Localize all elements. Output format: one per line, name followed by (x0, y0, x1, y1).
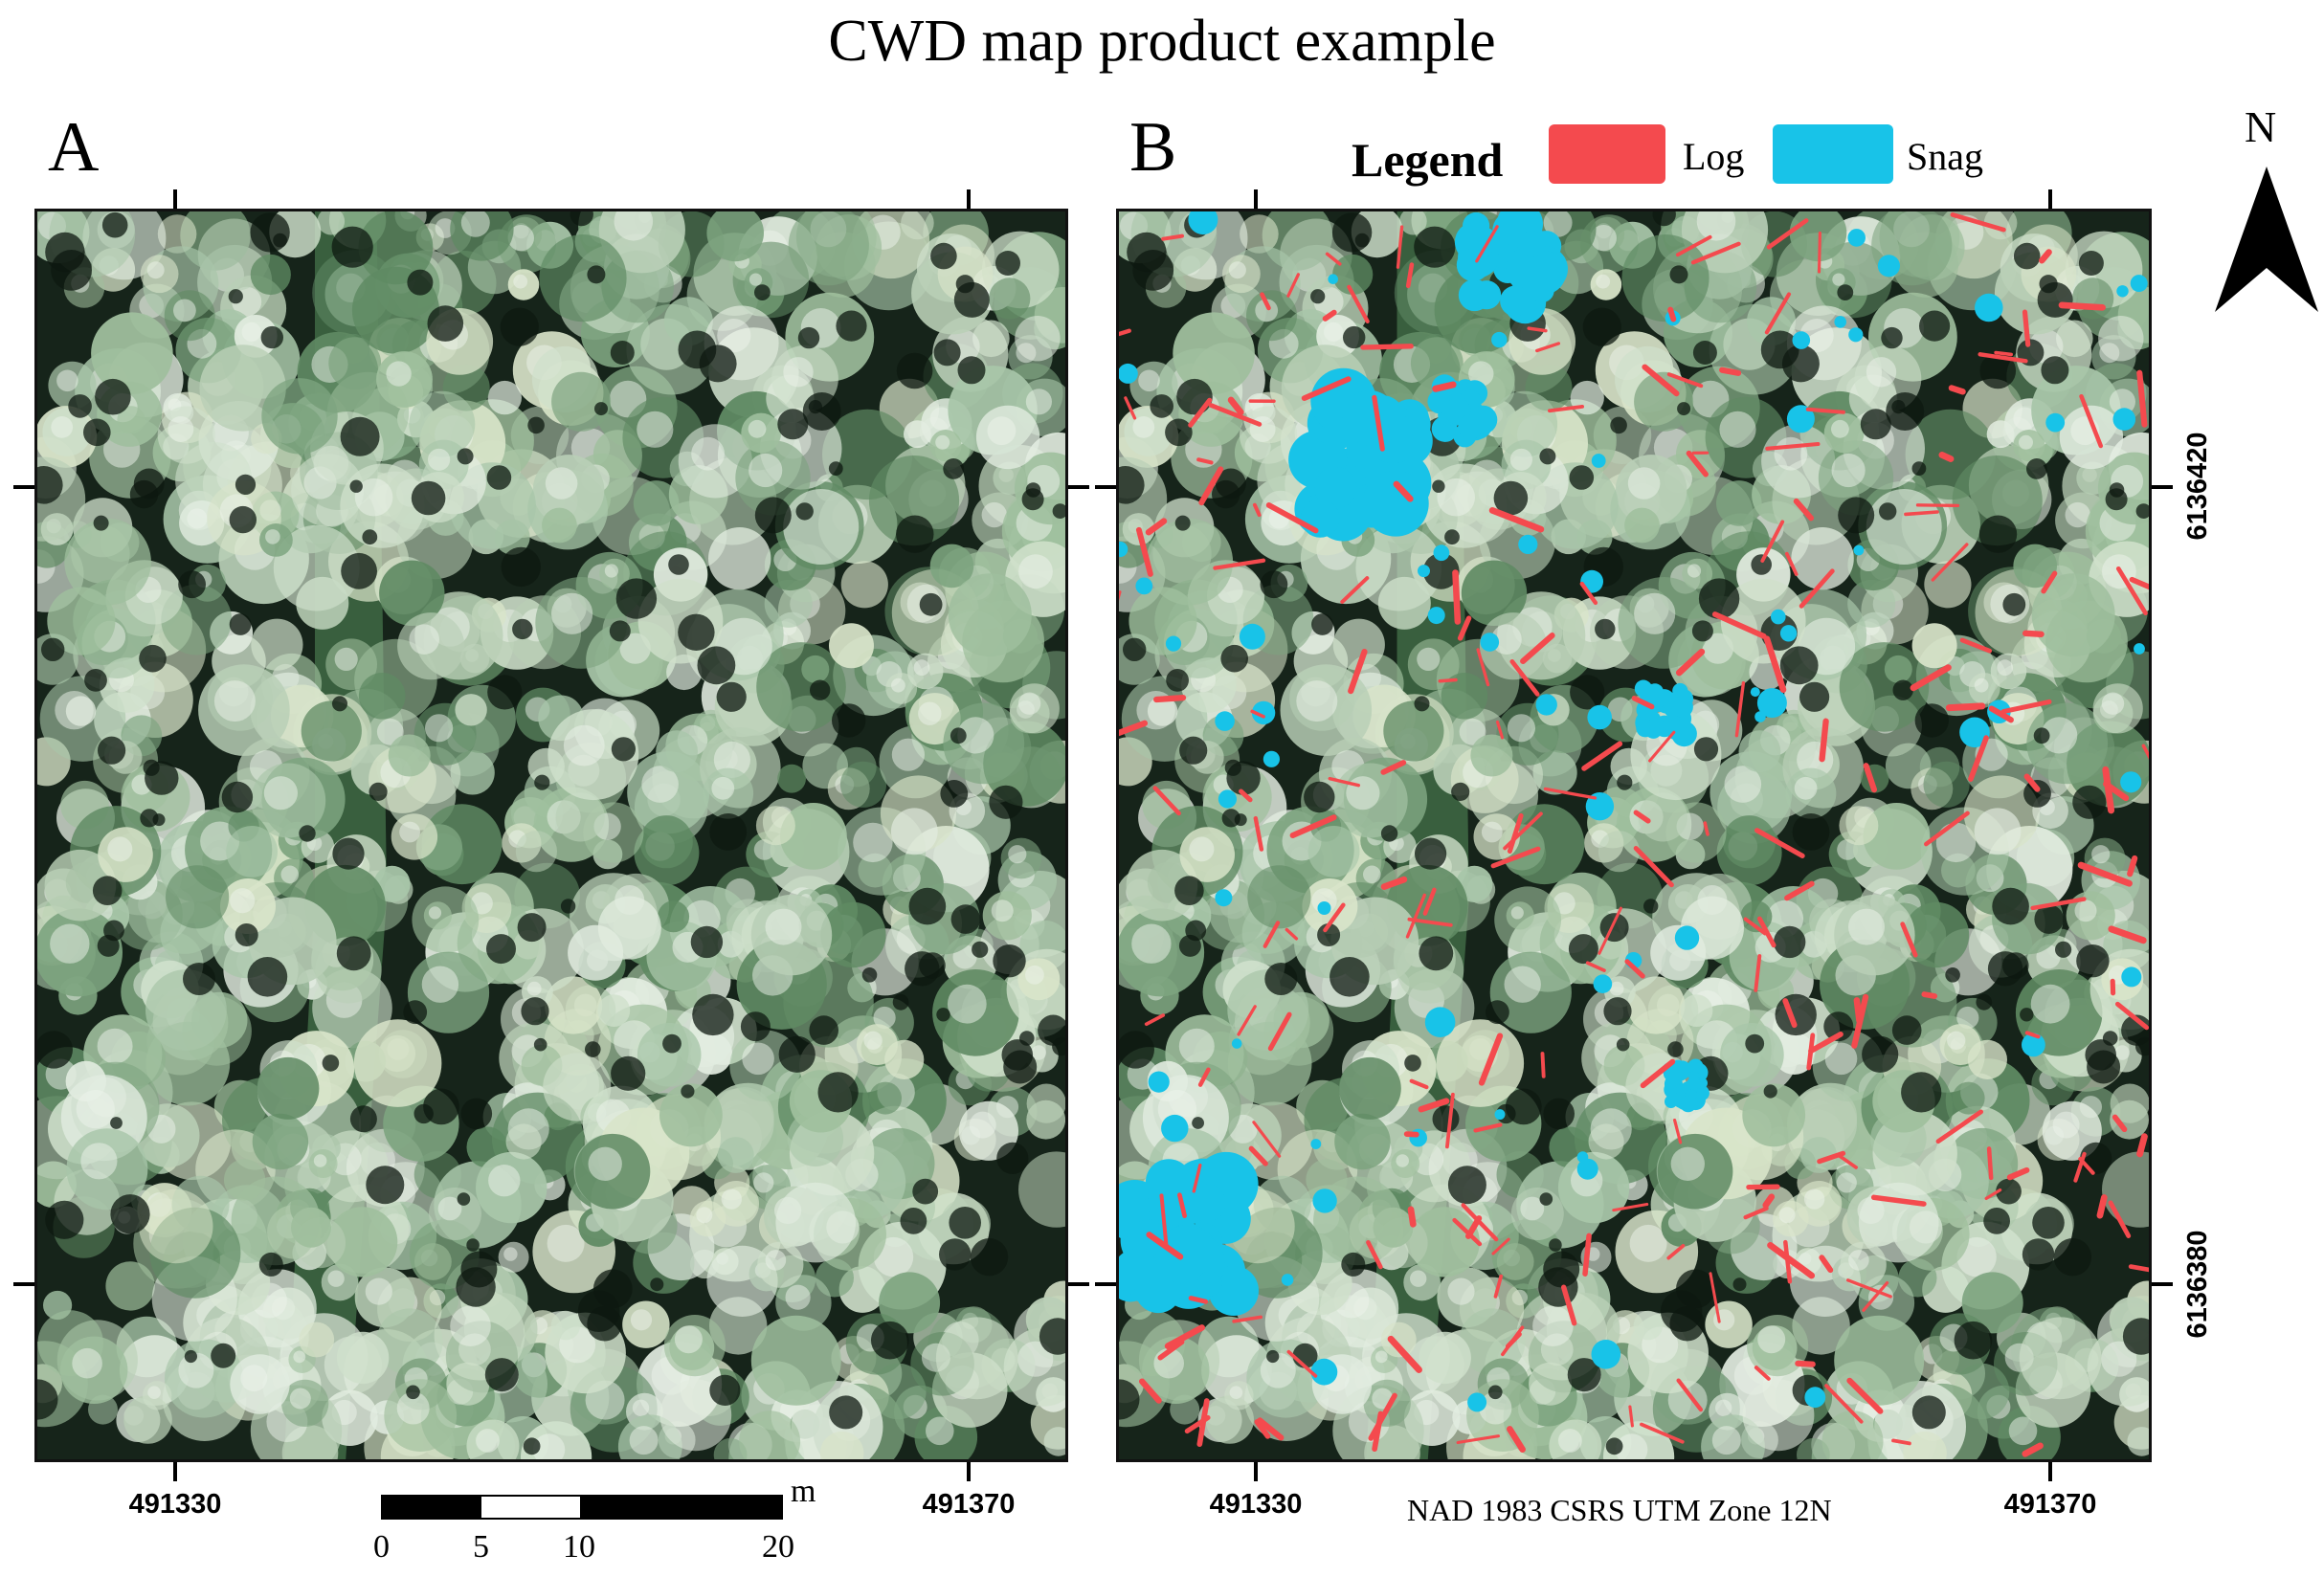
tick-a-right-6136420 (1068, 485, 1089, 489)
legend-label-snag: Snag (1907, 135, 1983, 178)
panel-a-imagery[interactable] (34, 209, 1068, 1462)
tick-b-top-491370 (2048, 189, 2052, 209)
easting-label-a-2: 491370 (922, 1489, 1016, 1520)
scale-label-0: 0 (373, 1529, 390, 1565)
scale-label-10: 10 (563, 1529, 595, 1565)
tick-b-right-6136380 (2152, 1282, 2173, 1286)
map-title: CWD map product example (828, 9, 1496, 74)
legend-swatch-snag (1773, 124, 1893, 184)
tick-a-bottom-491370 (967, 1462, 971, 1481)
northing-label-1: 6136420 (2182, 432, 2213, 541)
legend-title: Legend (1352, 133, 1504, 187)
tick-a-top-491370 (967, 189, 971, 209)
scale-unit: m (791, 1474, 816, 1509)
panel-label-b: B (1129, 108, 1177, 187)
tick-a-bottom-491330 (173, 1462, 177, 1481)
northing-label-2: 6136380 (2182, 1230, 2213, 1339)
aerial-image-a (37, 211, 1065, 1459)
panel-b-cwd-map[interactable] (1116, 209, 2152, 1462)
tick-b-bottom-491370 (2048, 1462, 2052, 1481)
easting-label-a-1: 491330 (128, 1489, 222, 1520)
panel-label-a: A (48, 108, 100, 187)
north-label: N (2245, 102, 2277, 151)
legend-label-log: Log (1683, 135, 1745, 178)
north-arrow-icon (2215, 167, 2318, 314)
tick-a-right-6136380 (1068, 1282, 1089, 1286)
legend-swatch-log (1549, 124, 1665, 184)
aerial-image-b (1119, 211, 2149, 1459)
tick-a-left-6136380 (13, 1282, 34, 1286)
easting-label-b-1: 491330 (1209, 1489, 1303, 1520)
tick-b-bottom-491330 (1254, 1462, 1258, 1481)
tick-b-top-491330 (1254, 189, 1258, 209)
tick-a-left-6136420 (13, 485, 34, 489)
crs-label: NAD 1983 CSRS UTM Zone 12N (1407, 1493, 1832, 1527)
scale-label-20: 20 (762, 1529, 794, 1565)
scale-label-5: 5 (473, 1529, 489, 1565)
scale-bar (381, 1495, 783, 1520)
tick-b-left-6136420 (1095, 485, 1116, 489)
tick-b-right-6136420 (2152, 485, 2173, 489)
tick-b-left-6136380 (1095, 1282, 1116, 1286)
easting-label-b-2: 491370 (2003, 1489, 2097, 1520)
tick-a-top-491330 (173, 189, 177, 209)
